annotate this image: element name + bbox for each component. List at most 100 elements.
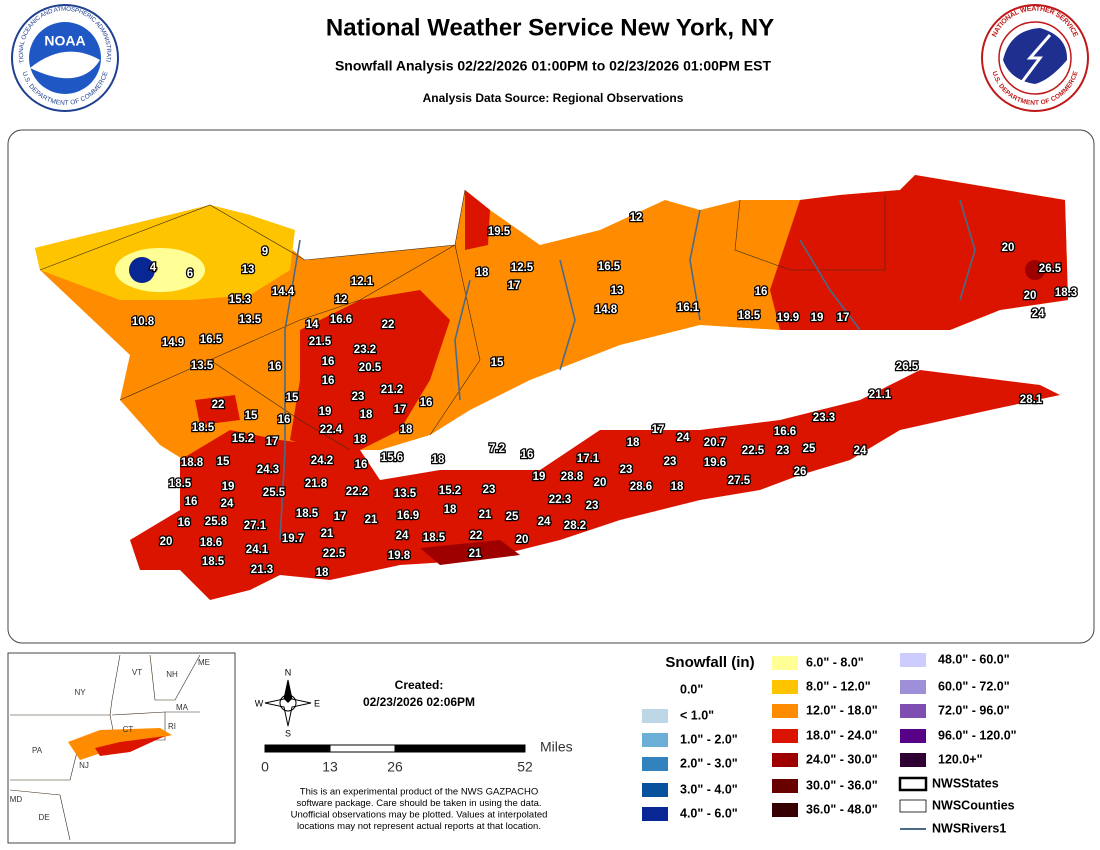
snowfall-report: 18.6 — [200, 537, 222, 549]
scale-tick-label: 0 — [261, 759, 269, 775]
snowfall-report: 23 — [777, 445, 790, 457]
county-line — [429, 244, 481, 436]
logo-cloud — [1003, 28, 1068, 84]
snowfall-report: 21 — [469, 548, 482, 560]
snowfall-report: 22 — [382, 319, 395, 331]
snowfall-report: 12 — [630, 212, 643, 224]
county-line — [39, 189, 466, 271]
compass-label: S — [285, 728, 291, 738]
snowfall-report: 23 — [586, 500, 599, 512]
legend-swatch — [900, 680, 926, 694]
inset-analysis-area — [95, 736, 165, 756]
legend-label: 3.0" - 4.0" — [680, 782, 738, 796]
legend-swatch — [642, 709, 668, 723]
legend-swatch — [642, 733, 668, 747]
legend-label: 96.0" - 120.0" — [938, 728, 1017, 742]
legend-label: 30.0" - 36.0" — [806, 778, 878, 792]
snowfall-report: 24 — [1032, 308, 1045, 320]
inset-state-label: ME — [198, 658, 210, 667]
compass-label: N — [285, 667, 292, 677]
snowfall-report: 24.1 — [246, 544, 269, 556]
legend-swatch — [772, 803, 798, 817]
snowfall-report: 17 — [266, 436, 279, 448]
snowfall-report: 28.1 — [1020, 394, 1043, 406]
legend-title: Snowfall (in) — [665, 654, 754, 671]
scale-segment — [329, 744, 396, 753]
legend-swatch — [900, 753, 926, 767]
snowfall-report: 16 — [355, 459, 368, 471]
region-18-24 — [195, 395, 240, 425]
snowfall-report: 6 — [187, 268, 193, 280]
disclaimer-line: This is an experimental product of the N… — [300, 787, 538, 798]
legend-swatch — [642, 807, 668, 821]
inset-state-label: DE — [38, 813, 49, 822]
region-18-24 — [290, 290, 450, 450]
snowfall-report: 15.6 — [381, 452, 403, 464]
snowfall-report: 14.9 — [162, 337, 184, 349]
region-24-30 — [1025, 260, 1045, 280]
legend-label: 24.0" - 30.0" — [806, 752, 878, 766]
scale-segment — [264, 744, 331, 753]
county-line — [119, 244, 456, 401]
snowfall-report: 25 — [803, 443, 816, 455]
snowfall-report: 15.3 — [229, 294, 251, 306]
snowfall-report: 19.9 — [777, 312, 799, 324]
legend-swatch — [642, 683, 668, 697]
compass-ring — [279, 694, 297, 712]
legend-label: 18.0" - 24.0" — [806, 728, 878, 742]
snowfall-report: 27.1 — [244, 520, 267, 532]
snowfall-report: 16 — [269, 361, 282, 373]
snowfall-report: 16 — [185, 496, 198, 508]
scale-tick-label: 13 — [322, 759, 338, 775]
snowfall-report: 25 — [506, 511, 519, 523]
legend-label: 0.0" — [680, 682, 703, 696]
compass-label: W — [255, 698, 264, 708]
snowfall-report: 15.2 — [439, 485, 461, 497]
inset-coast — [206, 660, 232, 750]
snowfall-report: 21.5 — [309, 336, 332, 348]
region-18-24 — [130, 370, 1060, 600]
snowfall-report: 28.6 — [630, 481, 652, 493]
snowfall-report: 13.5 — [239, 314, 262, 326]
snowfall-report: 17 — [837, 312, 850, 324]
scale-unit: Miles — [540, 739, 573, 755]
snowfall-report: 17 — [652, 424, 665, 436]
snowfall-report: 10.8 — [132, 316, 155, 328]
snowfall-report: 19 — [811, 312, 824, 324]
snowfall-report: 26 — [794, 466, 807, 478]
legend-swatch — [898, 776, 928, 792]
snowfall-report: 21.1 — [869, 389, 892, 401]
snowfall-report: 14 — [306, 319, 319, 331]
snowfall-report: 15 — [217, 456, 230, 468]
scale-tick-label: 52 — [517, 759, 533, 775]
inset-state-label: NJ — [79, 761, 89, 770]
snowfall-report: 16.6 — [774, 426, 796, 438]
snowfall-report: 12.1 — [351, 276, 374, 288]
legend-label: 48.0" - 60.0" — [938, 652, 1010, 666]
noaa-logo: NOAA NATIONAL OCEANIC AND ATMOSPHERIC AD… — [0, 0, 119, 112]
snowfall-report: 14.4 — [272, 286, 295, 298]
legend-label: 36.0" - 48.0" — [806, 802, 878, 816]
snowfall-report: 15 — [286, 392, 299, 404]
snowfall-report: 20.7 — [704, 437, 726, 449]
snowfall-report: 21.3 — [251, 564, 273, 576]
inset-state-label: VT — [132, 668, 142, 677]
snowfall-report: 16.1 — [677, 302, 700, 314]
legend-swatch — [772, 680, 798, 694]
snowfall-report: 24 — [538, 516, 551, 528]
snowfall-report: 27.5 — [728, 475, 751, 487]
map — [7, 129, 1095, 644]
snowfall-report: 19.7 — [282, 533, 304, 545]
river — [959, 199, 976, 301]
legend-label: 60.0" - 72.0" — [938, 679, 1010, 693]
snowfall-report: 24.2 — [311, 455, 333, 467]
snowfall-report: 17 — [334, 511, 347, 523]
snowfall-report: 16 — [278, 414, 291, 426]
legend-label: 72.0" - 96.0" — [938, 703, 1010, 717]
region-18-24 — [770, 175, 1068, 330]
county-line — [209, 359, 351, 451]
snowfall-report: 21.2 — [381, 384, 403, 396]
